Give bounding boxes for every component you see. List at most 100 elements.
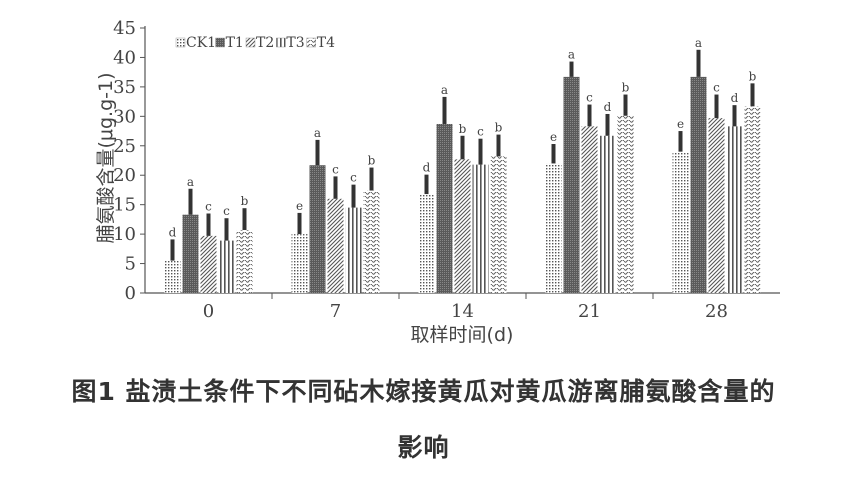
significance-letter: b (495, 121, 503, 135)
y-tick-label: 15 (113, 195, 136, 216)
error-bar (569, 61, 574, 77)
bar-t3-day-28 (726, 126, 743, 293)
y-tick-label: 0 (125, 283, 136, 304)
error-bar (351, 184, 356, 208)
significance-letter: b (622, 81, 630, 95)
y-tick-label: 30 (113, 106, 136, 127)
bar-ck1-day-21 (545, 163, 562, 293)
significance-letter: e (296, 199, 303, 213)
error-bar (587, 104, 592, 127)
bar-ck1-day-28 (672, 151, 689, 293)
figure-caption-line-1: 图1 盐渍土条件下不同砧木嫁接黄瓜对黄瓜游离脯氨酸含量的 (71, 377, 776, 406)
x-tick-label: 14 (451, 301, 474, 322)
error-bar (605, 113, 610, 136)
significance-letter: b (368, 154, 376, 168)
error-bar (750, 83, 755, 107)
bar-t2-day-14 (454, 159, 471, 293)
significance-letter: d (423, 161, 431, 175)
significance-letter: c (586, 91, 593, 105)
bar-ck1-day-7 (291, 234, 308, 293)
bar-t2-day-7 (327, 198, 344, 293)
y-tick-label: 45 (113, 18, 136, 39)
axes: 0 5 10 15 20 25 30 35 40 45 0 7 14 21 28 (113, 18, 780, 322)
bar-t3-day-7 (345, 207, 362, 293)
legend-swatch-t1 (215, 37, 225, 48)
significance-letter: b (459, 122, 467, 136)
significance-letter: c (350, 171, 357, 185)
significance-letter: c (205, 200, 212, 214)
error-bar (732, 105, 737, 127)
bar-t1-day-21 (563, 76, 580, 293)
error-bar (170, 239, 175, 261)
significance-letter: d (604, 100, 612, 114)
bar-t1-day-14 (436, 123, 453, 293)
significance-letter: e (550, 130, 557, 144)
legend-label-t4: T4 (317, 35, 335, 51)
legend-swatch-ck1 (175, 37, 186, 48)
error-bar (224, 218, 229, 241)
bar-t1-day-0 (182, 214, 199, 293)
error-bar (714, 94, 719, 119)
x-axis-label: 取样时间(d) (411, 324, 514, 346)
legend-swatch-t3 (276, 37, 286, 48)
error-bar (478, 138, 483, 165)
legend-swatch-t2 (245, 37, 256, 48)
significance-letter: e (677, 117, 684, 131)
error-bar (442, 96, 447, 124)
legend-swatch-t4 (306, 37, 316, 48)
bar-t1-day-7 (309, 165, 326, 293)
x-tick-label: 28 (705, 301, 728, 322)
error-bar (551, 144, 556, 164)
bar-t1-day-28 (690, 76, 707, 293)
bar-t3-day-0 (218, 240, 235, 293)
significance-letter: c (713, 81, 720, 95)
significance-letter: a (568, 48, 575, 62)
error-bar (623, 94, 628, 116)
significance-letter: d (731, 91, 739, 105)
y-axis-label: 脯氨酸含量(μg.g-1) (95, 72, 117, 243)
x-tick-label: 0 (203, 301, 214, 322)
significance-letter: a (314, 126, 321, 140)
bar-t2-day-21 (581, 126, 598, 293)
legend-label-t2: T2 (256, 35, 274, 51)
error-bar (678, 131, 683, 152)
error-bar (696, 49, 701, 77)
bar-t2-day-0 (200, 235, 217, 293)
error-bar (333, 176, 338, 199)
y-tick-label: 5 (125, 254, 136, 275)
significance-letter: b (749, 69, 757, 83)
legend-label-t3: T3 (286, 35, 304, 51)
significance-letter: b (241, 194, 249, 208)
legend: CK1 T1 T2 T3 T4 (175, 35, 335, 51)
bar-t4-day-0 (236, 229, 253, 293)
significance-letter: a (695, 36, 702, 50)
significance-letter: d (169, 225, 177, 239)
error-bar (315, 139, 320, 166)
bar-t4-day-7 (363, 190, 380, 293)
error-bar (242, 208, 247, 230)
significance-letter: a (187, 175, 194, 189)
significance-letter: c (223, 204, 230, 218)
bar-t4-day-14 (490, 156, 507, 293)
bar-t3-day-21 (599, 135, 616, 293)
bar-t4-day-28 (744, 106, 761, 293)
y-tick-label: 25 (113, 136, 136, 157)
significance-letter: a (441, 83, 448, 97)
error-bar (496, 134, 501, 157)
bar-t3-day-14 (472, 164, 489, 293)
y-tick-label: 20 (113, 165, 136, 186)
error-bar (460, 135, 465, 160)
error-bar (297, 212, 302, 235)
x-tick-label: 7 (330, 301, 341, 322)
y-tick-label: 40 (113, 47, 136, 68)
figure-caption-line-2: 影响 (397, 433, 450, 462)
significance-letter: c (477, 125, 484, 139)
error-bar (206, 213, 211, 236)
y-tick-label: 35 (113, 77, 136, 98)
error-bar (369, 167, 374, 191)
y-tick-label: 10 (113, 224, 136, 245)
bar-t4-day-21 (617, 115, 634, 293)
error-bar (424, 174, 429, 195)
